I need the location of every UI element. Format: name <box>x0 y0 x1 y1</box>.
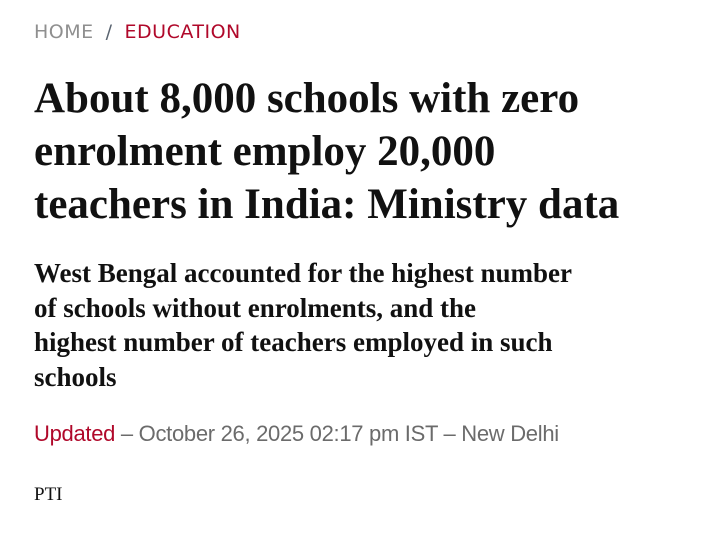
title-line: teachers in India: Ministry data <box>34 181 620 228</box>
subtitle-line: West Bengal accounted for the highest nu… <box>34 258 572 288</box>
breadcrumb: HOME / EDUCATION <box>34 21 241 43</box>
subtitle-line: schools <box>34 361 117 392</box>
breadcrumb-home-link[interactable]: HOME <box>34 21 94 43</box>
article-meta: Updated – October 26, 2025 02:17 pm IST … <box>34 421 559 447</box>
title-line: enrolment employ 20,000 <box>34 128 496 175</box>
updated-label: Updated <box>34 421 116 446</box>
breadcrumb-separator: / <box>105 21 113 43</box>
article-subtitle: West Bengal accounted for the highest nu… <box>34 256 572 394</box>
breadcrumb-category-link[interactable]: EDUCATION <box>124 21 241 43</box>
author-byline[interactable]: PTI <box>34 484 63 505</box>
subtitle-line: highest number of teachers employed in s… <box>34 327 553 357</box>
subtitle-line: of schools without enrolments, and the <box>34 292 477 323</box>
title-line: About 8,000 schools with zero <box>34 75 580 122</box>
publish-details: – October 26, 2025 02:17 pm IST – New De… <box>115 421 559 446</box>
page-title: About 8,000 schools with zero enrolment … <box>34 72 619 231</box>
